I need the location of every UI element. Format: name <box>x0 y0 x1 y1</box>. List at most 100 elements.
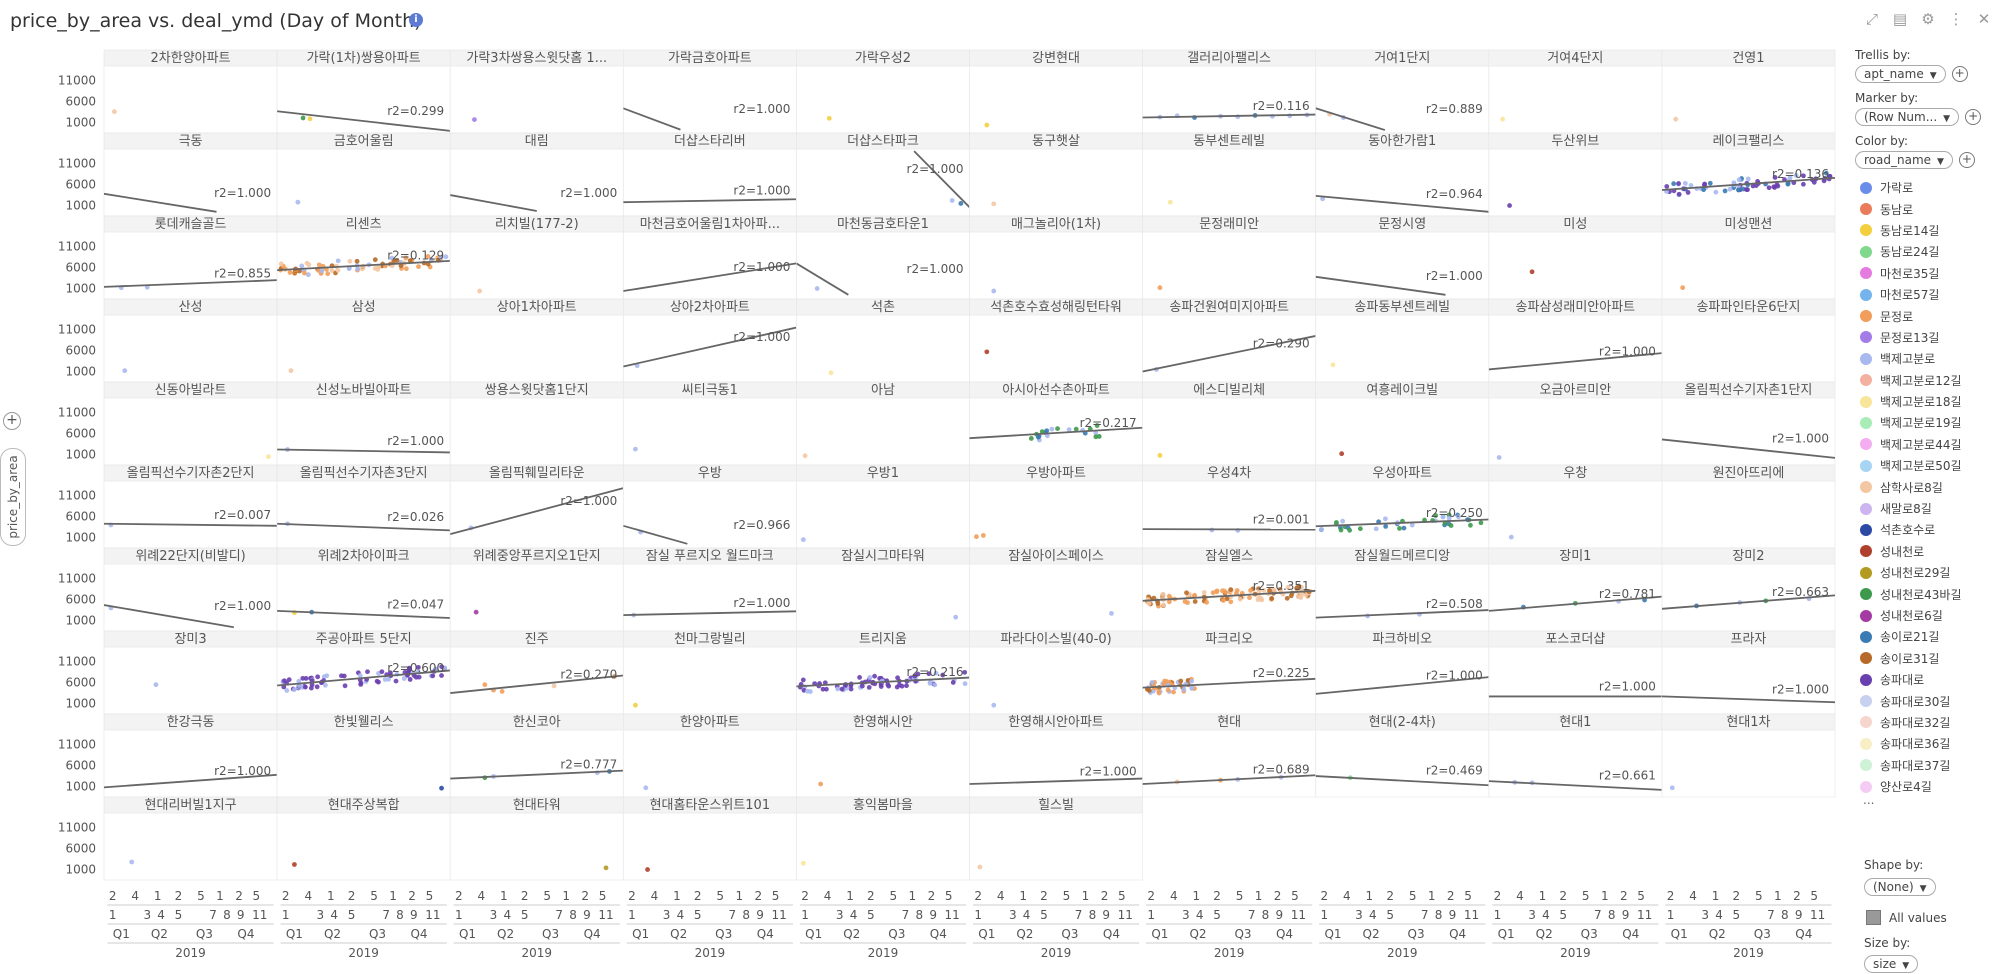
trellis-dropdown[interactable]: apt_name ▼ <box>1855 65 1946 83</box>
legend-item[interactable]: 송파대로30길 <box>1855 690 1995 711</box>
regression-line <box>913 150 970 208</box>
x-tick-label: 2 <box>408 889 416 903</box>
data-point <box>299 263 305 269</box>
trellis-panel: 올림픽선수기자촌3단지 r2=0.026 <box>276 464 451 549</box>
regression-line <box>277 110 451 132</box>
r2-label: r2=1.000 <box>387 434 444 448</box>
legend-swatch <box>1860 502 1872 515</box>
info-icon[interactable]: i <box>409 13 423 27</box>
size-dropdown[interactable]: size ▼ <box>1864 955 1919 973</box>
color-dropdown[interactable]: road_name ▼ <box>1855 151 1953 169</box>
shape-dropdown[interactable]: (None) ▼ <box>1864 878 1936 896</box>
color-add-button[interactable]: + <box>1958 152 1975 168</box>
trellis-panel: 더샵스타파크 r2=1.000 <box>796 132 970 217</box>
legend-label: 성내천로29길 <box>1880 566 1951 581</box>
y-tick-label: 1000 <box>65 863 96 877</box>
legend-item[interactable]: 성내천로 <box>1855 541 1995 562</box>
x-tick-label: 7 <box>1767 908 1775 922</box>
legend-item[interactable]: 마천로57길 <box>1855 284 1995 305</box>
x-tick-label: 1 <box>500 889 508 903</box>
more-icon[interactable]: ⋮ <box>1948 10 1964 28</box>
trellis-panel: 한빛웰리스 <box>276 713 451 798</box>
legend-item[interactable]: 동남로14길 <box>1855 220 1995 241</box>
close-icon[interactable]: ✕ <box>1977 10 1991 28</box>
y-tick-label: 11000 <box>58 821 96 835</box>
panel-title: 금호어울림 <box>334 134 394 149</box>
x-tick-label: 5 <box>1063 889 1071 903</box>
legend-more[interactable]: ... <box>1863 793 1875 808</box>
legend-item[interactable]: 석촌호수로 <box>1855 519 1995 540</box>
legend-swatch <box>1860 416 1872 429</box>
data-point <box>472 117 477 122</box>
trellis-panel: 파크리오 r2=0.225 <box>1142 630 1317 715</box>
data-point <box>894 684 900 690</box>
regression-line <box>1315 275 1446 296</box>
legend-item[interactable]: 성내천로43바길 <box>1855 583 1995 604</box>
legend-item[interactable]: 백제고분로19길 <box>1855 412 1995 433</box>
data-point <box>347 258 353 264</box>
trellis-add-button[interactable]: + <box>1951 66 1968 82</box>
x-quarter-label: Q2 <box>151 927 168 941</box>
table-icon[interactable]: ▤ <box>1892 10 1908 28</box>
gear-icon[interactable]: ⚙ <box>1921 10 1935 28</box>
legend-item[interactable]: 백제고분로44길 <box>1855 434 1995 455</box>
legend-item[interactable]: 송파대로 <box>1855 669 1995 690</box>
x-tick-label: 2 <box>801 889 809 903</box>
panel-title: 거여1단지 <box>1374 51 1430 66</box>
legend-item[interactable]: 성내천로29길 <box>1855 562 1995 583</box>
data-point <box>984 122 990 128</box>
trellis-panel: 현대타워 <box>449 796 624 881</box>
panel-plot-area <box>796 65 970 134</box>
legend-item[interactable]: 송파대로32길 <box>1855 712 1995 733</box>
legend-item[interactable]: 문정로 <box>1855 305 1995 326</box>
all-values-checkbox[interactable] <box>1866 910 1881 925</box>
marker-dropdown[interactable]: (Row Num... ▼ <box>1855 108 1960 126</box>
legend-item[interactable]: 성내천로6길 <box>1855 605 1995 626</box>
legend-item[interactable]: 백제고분로12길 <box>1855 370 1995 391</box>
marker-add-button[interactable]: + <box>1965 109 1982 125</box>
expand-icon[interactable]: ⤢ <box>1865 10 1878 28</box>
legend-item[interactable]: 송파대로36길 <box>1855 733 1995 754</box>
legend-item[interactable]: 백제고분로50길 <box>1855 455 1995 476</box>
legend-item[interactable]: 백제고분로 <box>1855 348 1995 369</box>
data-point <box>1185 600 1190 606</box>
legend-swatch <box>1860 652 1872 665</box>
legend-swatch <box>1860 481 1872 494</box>
trellis-panel: 금호어울림 <box>276 132 451 217</box>
panel-plot-area <box>1488 231 1663 300</box>
size-label: Size by: <box>1864 936 1911 950</box>
x-tick-label: 1 <box>389 889 397 903</box>
data-point <box>1664 184 1670 189</box>
legend-item[interactable]: 삼학사로8길 <box>1855 476 1995 497</box>
legend-swatch <box>1860 737 1872 750</box>
legend-item[interactable]: 마천로35길 <box>1855 263 1995 284</box>
trellis-panel: 송파파인타운6단지 <box>1661 298 1836 383</box>
legend-item[interactable]: 송이로21길 <box>1855 626 1995 647</box>
legend-item[interactable]: 백제고분로18길 <box>1855 391 1995 412</box>
y-axis-add-button[interactable]: + <box>3 412 21 430</box>
r2-label: r2=0.777 <box>560 758 617 772</box>
x-tick-label: 5 <box>1213 908 1221 922</box>
legend-item[interactable]: 양산로4길 <box>1855 776 1995 797</box>
legend-item[interactable]: 동남로24길 <box>1855 241 1995 262</box>
shape-value: (None) <box>1873 880 1914 894</box>
x-tick-label: 4 <box>304 889 312 903</box>
legend-item[interactable]: 송파대로37길 <box>1855 755 1995 776</box>
legend-swatch <box>1860 673 1872 686</box>
legend-item[interactable]: 동남로 <box>1855 198 1995 219</box>
y-axis-selector[interactable]: price_by_area <box>0 448 26 546</box>
data-point <box>335 258 341 264</box>
panel-title: 천마그랑빌리 <box>674 632 746 647</box>
legend-item[interactable]: 송이로31길 <box>1855 648 1995 669</box>
panel-plot-area <box>1488 65 1663 134</box>
data-point <box>953 614 959 620</box>
all-values-toggle[interactable]: All values <box>1866 910 1947 925</box>
legend-item[interactable]: 새말로8길 <box>1855 498 1995 519</box>
r2-label: r2=1.000 <box>1426 669 1483 683</box>
legend-item[interactable]: 문정로13길 <box>1855 327 1995 348</box>
legend-item[interactable]: 가락로 <box>1855 177 1995 198</box>
trellis-panel: 현대1차 <box>1661 713 1836 798</box>
data-point <box>153 682 159 688</box>
x-tick-label: 8 <box>396 908 404 922</box>
panel-plot-area <box>969 563 1144 632</box>
